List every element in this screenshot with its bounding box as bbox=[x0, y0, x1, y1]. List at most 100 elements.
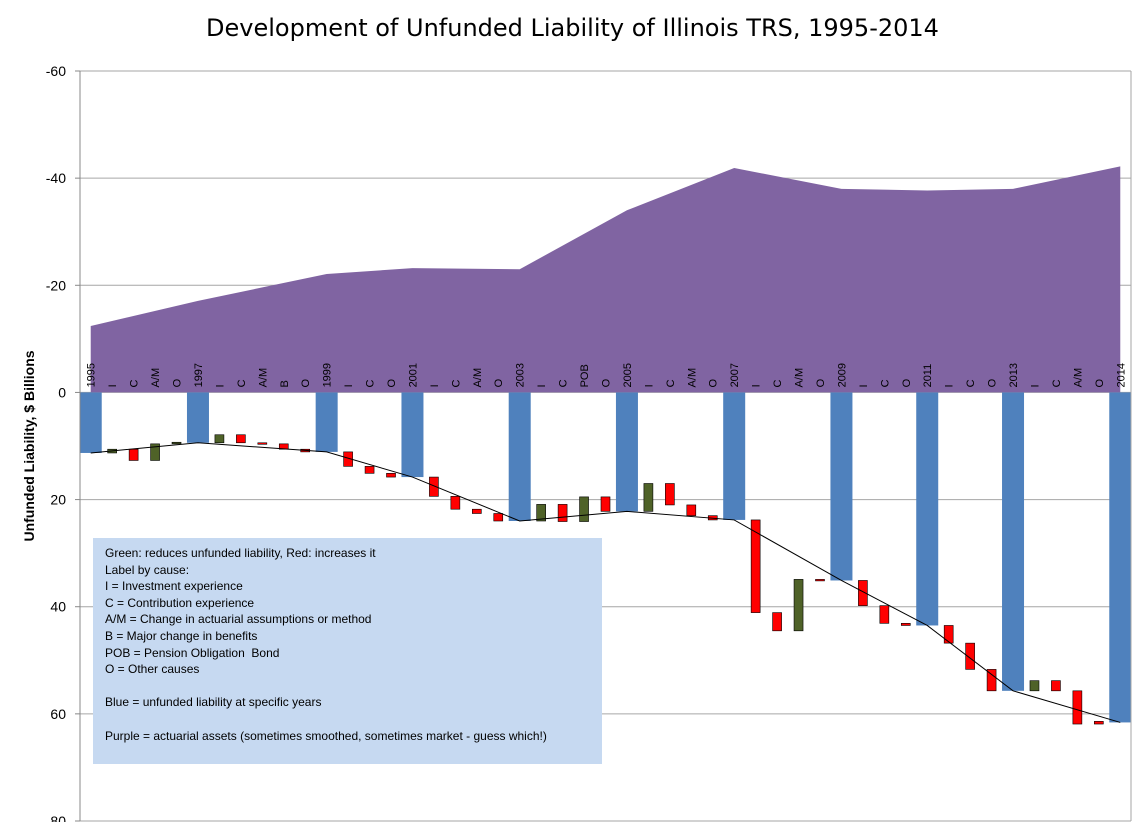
year-bar-2001 bbox=[401, 392, 424, 478]
green-bar-44 bbox=[1029, 680, 1040, 692]
y-axis-title: Unfunded Liability, $ Billions bbox=[21, 350, 37, 541]
unfunded-trend-line bbox=[90, 442, 1121, 723]
category-label-42: O bbox=[987, 378, 999, 387]
red-bar-18 bbox=[472, 508, 482, 514]
category-label-17: C bbox=[450, 379, 462, 387]
category-label-32: C bbox=[772, 379, 784, 387]
category-label-21: I bbox=[536, 384, 548, 387]
category-label-10: O bbox=[300, 378, 312, 387]
category-label-11: 1999 bbox=[322, 363, 334, 387]
red-bar-17 bbox=[450, 496, 461, 510]
green-bar-26 bbox=[643, 483, 654, 512]
y-tick-label-1: -40 bbox=[46, 170, 66, 186]
legend-box: Green: reduces unfunded liability, Red: … bbox=[93, 538, 602, 764]
legend-line-3: C = Contribution experience bbox=[105, 595, 255, 610]
red-bar-14 bbox=[386, 473, 396, 478]
category-label-33: A/M bbox=[794, 368, 806, 388]
red-bar-41 bbox=[965, 642, 975, 670]
category-label-40: I bbox=[944, 384, 956, 387]
legend-line-4: A/M = Change in actuarial assumptions or… bbox=[105, 612, 372, 627]
y-tick-label-0: -60 bbox=[46, 63, 66, 79]
category-label-13: C bbox=[365, 379, 377, 387]
y-tick-label-4: 20 bbox=[50, 492, 66, 508]
red-bar-8 bbox=[257, 442, 268, 445]
red-bar-13 bbox=[364, 466, 375, 474]
axis-layer: -60 -40 -20 0 20 40 60 80 bbox=[46, 63, 1132, 822]
legend-line-10 bbox=[105, 711, 590, 728]
red-bar-45 bbox=[1051, 680, 1061, 692]
category-label-24: O bbox=[601, 378, 613, 387]
chart-title: Development of Unfunded Liability of Ill… bbox=[206, 14, 939, 42]
category-label-8: A/M bbox=[257, 368, 269, 388]
category-label-38: O bbox=[901, 378, 913, 387]
category-label-36: I bbox=[858, 384, 870, 387]
y-tick-label-5: 40 bbox=[50, 599, 66, 615]
category-label-23: POB bbox=[579, 364, 591, 387]
year-bar-2011 bbox=[916, 392, 939, 626]
category-label-31: I bbox=[751, 384, 763, 387]
trend-layer bbox=[90, 442, 1121, 723]
category-label-18: A/M bbox=[472, 368, 484, 388]
category-label-39: 2011 bbox=[922, 364, 934, 388]
y-tick-label-2: -20 bbox=[46, 277, 66, 293]
category-label-6: I bbox=[214, 384, 226, 387]
year-bar-1995 bbox=[79, 392, 102, 453]
legend-line-5: B = Major change in benefits bbox=[105, 628, 258, 643]
category-label-27: C bbox=[665, 379, 677, 387]
red-bar-37 bbox=[879, 605, 890, 624]
red-bar-34 bbox=[815, 579, 825, 582]
category-label-30: 2007 bbox=[729, 363, 741, 387]
category-label-37: C bbox=[879, 379, 891, 387]
red-bar-27 bbox=[665, 483, 675, 506]
category-label-28: A/M bbox=[686, 368, 698, 388]
y-tick-label-3: 0 bbox=[58, 384, 66, 400]
green-bar-4 bbox=[171, 441, 182, 445]
category-label-0: 1995 bbox=[86, 363, 98, 387]
green-bar-3 bbox=[150, 443, 160, 461]
legend-line-1: Label by cause: bbox=[105, 562, 190, 577]
red-bar-28 bbox=[686, 504, 697, 516]
red-bar-7 bbox=[236, 434, 246, 444]
category-label-14: O bbox=[386, 378, 398, 387]
red-bar-47 bbox=[1094, 721, 1104, 725]
category-label-45: C bbox=[1051, 379, 1063, 387]
category-label-15: 2001 bbox=[407, 363, 419, 387]
assets-layer bbox=[90, 166, 1121, 393]
legend-line-11: Purple = actuarial assets (sometimes smo… bbox=[105, 728, 547, 743]
red-bar-36 bbox=[858, 580, 868, 606]
red-bar-31 bbox=[750, 519, 761, 613]
category-label-46: A/M bbox=[1072, 368, 1084, 388]
year-bar-1999 bbox=[315, 392, 338, 452]
category-label-4: O bbox=[172, 378, 184, 387]
category-label-7: C bbox=[236, 379, 248, 387]
category-label-25: 2005 bbox=[622, 363, 634, 387]
category-label-44: I bbox=[1029, 384, 1041, 387]
green-bar-6 bbox=[214, 434, 225, 444]
legend-line-8 bbox=[105, 678, 590, 695]
category-label-41: C bbox=[965, 379, 977, 387]
y-tick-label-7: 80 bbox=[50, 813, 66, 822]
category-label-47: O bbox=[1094, 378, 1106, 387]
assets-area bbox=[90, 166, 1121, 393]
year-bar-2013 bbox=[1002, 392, 1025, 691]
category-label-20: 2003 bbox=[515, 363, 527, 387]
green-bar-33 bbox=[793, 579, 804, 632]
category-label-43: 2013 bbox=[1008, 363, 1020, 387]
red-bar-38 bbox=[900, 623, 911, 626]
legend-line-9: Blue = unfunded liability at specific ye… bbox=[105, 695, 322, 710]
year-bar-2009 bbox=[830, 392, 853, 581]
red-bar-22 bbox=[557, 504, 568, 522]
category-label-26: I bbox=[643, 384, 655, 387]
legend-line-0: Green: reduces unfunded liability, Red: … bbox=[105, 546, 376, 560]
green-bar-23 bbox=[579, 496, 589, 522]
category-label-29: O bbox=[708, 378, 720, 387]
red-bar-32 bbox=[772, 612, 782, 632]
category-label-34: O bbox=[815, 378, 827, 387]
category-label-layer: 1995 I C A/M O 1997 I C A/M B O 1999 I C O 2001 I C A/M O 20… bbox=[86, 363, 1128, 387]
year-bar-2007 bbox=[723, 392, 746, 520]
year-bar-2014 bbox=[1109, 392, 1132, 723]
legend-line-7: O = Other causes bbox=[105, 662, 200, 677]
category-label-3: A/M bbox=[150, 368, 162, 388]
category-label-5: 1997 bbox=[193, 363, 205, 387]
